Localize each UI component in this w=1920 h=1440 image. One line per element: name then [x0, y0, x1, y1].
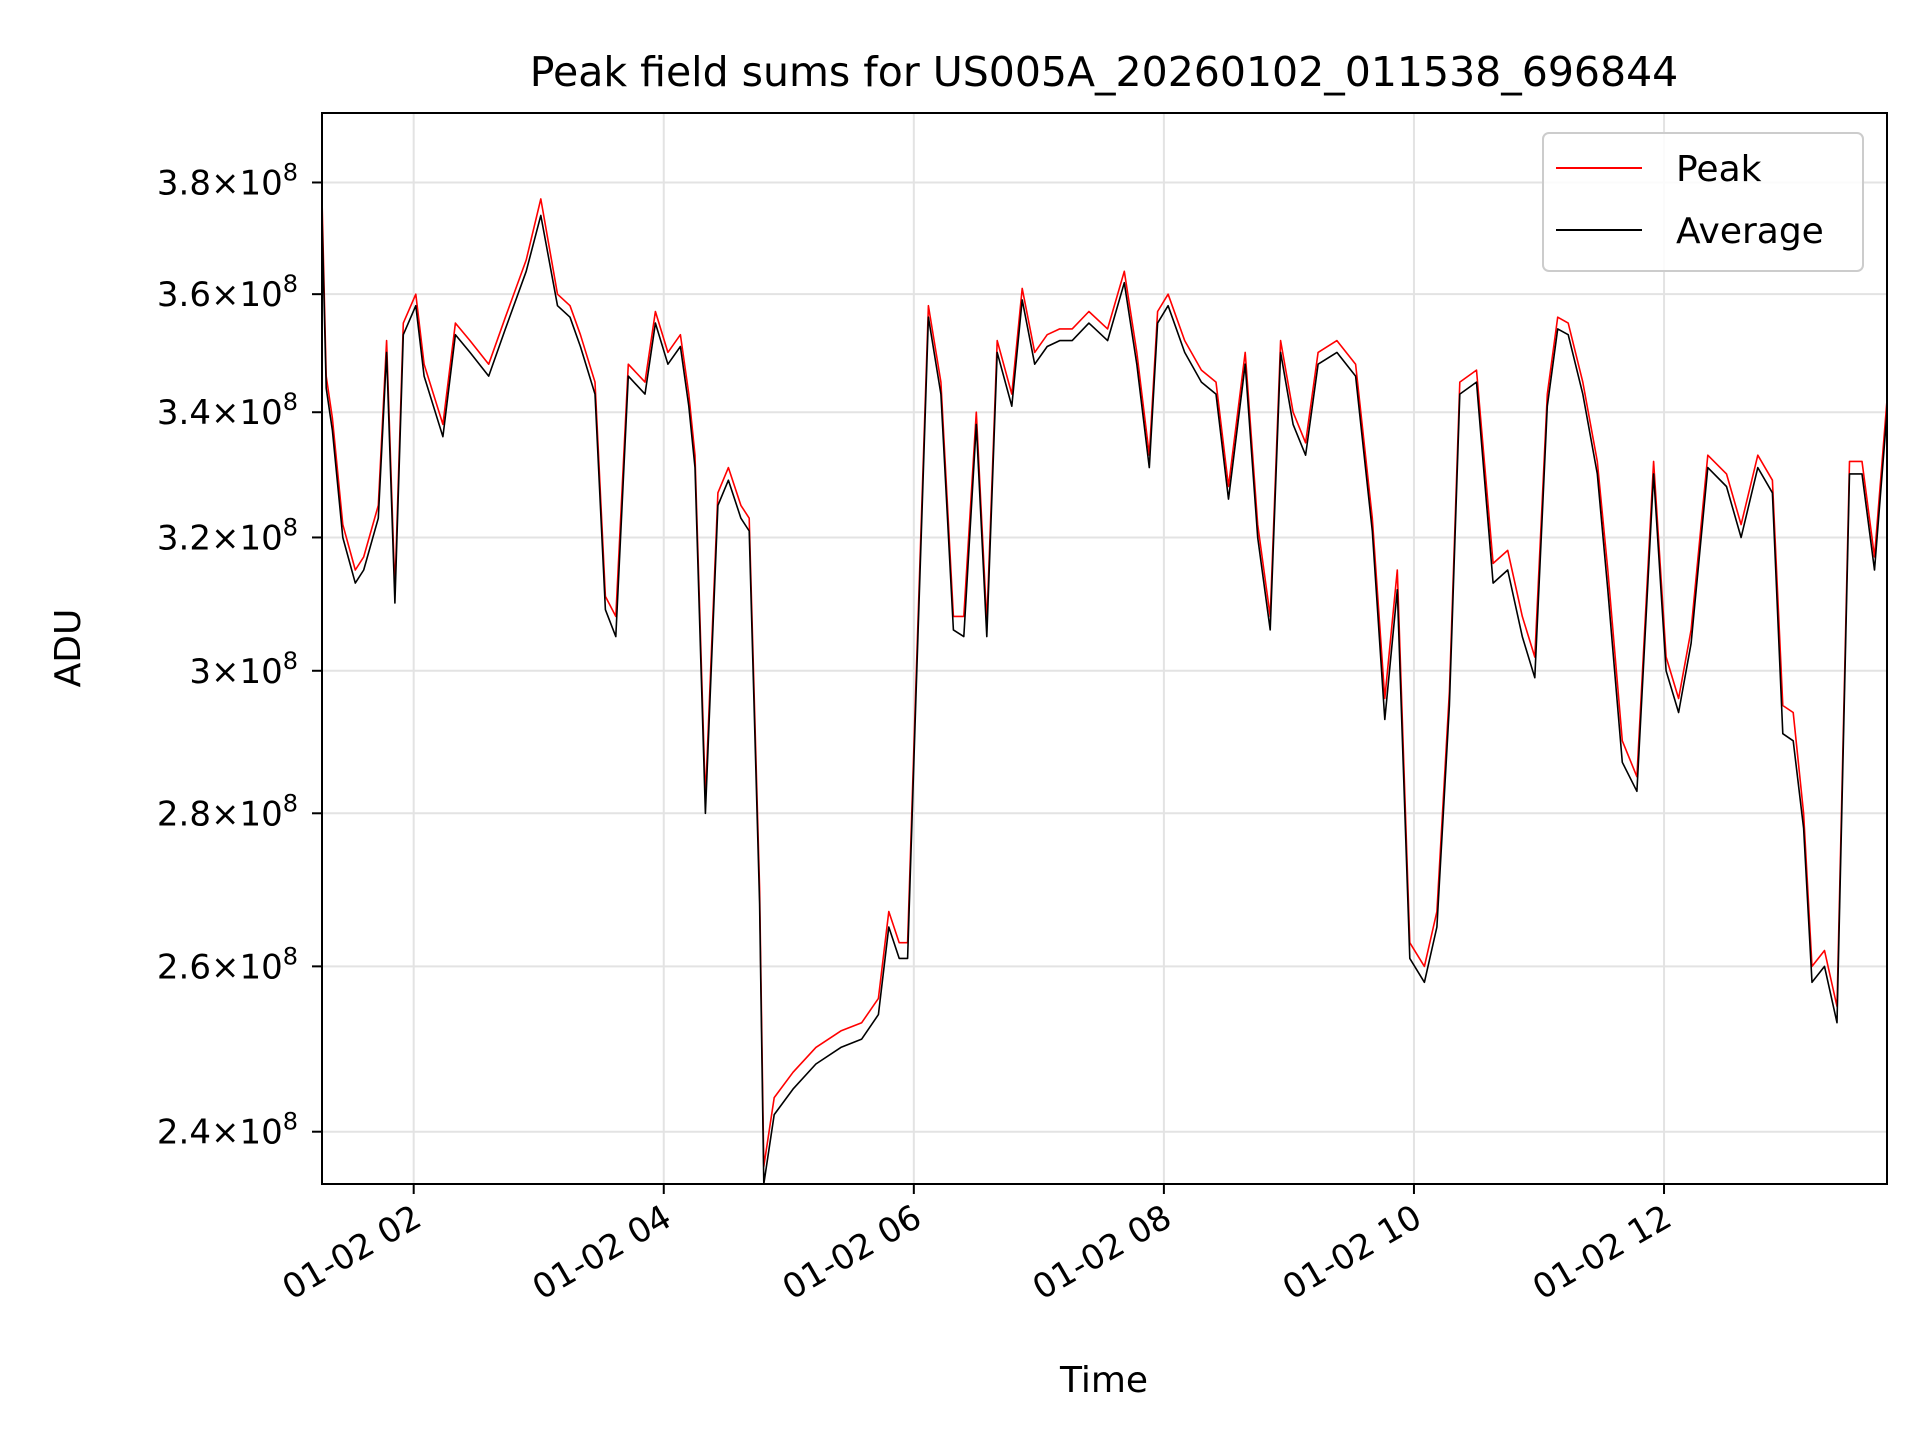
- legend: Peak Average: [1542, 132, 1864, 272]
- y-tick-exponent: 8: [283, 1108, 298, 1136]
- plot-background: [322, 113, 1887, 1184]
- y-tick-multiplier: ×10: [211, 163, 283, 203]
- y-tick-label: 3.6×108: [157, 270, 298, 315]
- y-tick-exponent: 8: [283, 270, 298, 298]
- y-tick-label: 2.4×108: [157, 1108, 298, 1153]
- data-series: [321, 198, 1888, 1185]
- y-tick-multiplier: ×10: [211, 393, 283, 433]
- y-tick-exponent: 8: [283, 158, 298, 186]
- plot-frame: [321, 112, 1888, 1185]
- y-tick-multiplier: ×10: [211, 794, 283, 834]
- y-tick-multiplier: ×10: [211, 275, 283, 315]
- y-tick-mantissa: 3.6: [157, 275, 211, 315]
- y-tick-label: 2.8×108: [157, 789, 298, 834]
- y-tick-exponent: 8: [283, 388, 298, 416]
- x-axis-label: Time: [1059, 1360, 1148, 1401]
- y-tick-label: 3.4×108: [157, 388, 298, 433]
- y-tick-mantissa: 2.8: [157, 794, 211, 834]
- y-tick-multiplier: ×10: [211, 947, 283, 987]
- y-tick-label: 3.8×108: [157, 158, 298, 203]
- plot-area: [321, 112, 1888, 1185]
- y-axis-label: ADU: [48, 609, 89, 688]
- y-tick-label: 3.2×108: [157, 513, 298, 558]
- y-tick-multiplier: ×10: [211, 1113, 283, 1153]
- y-tick-label: 2.6×108: [157, 942, 298, 987]
- y-tick-mantissa: 3.2: [157, 518, 211, 558]
- legend-label-average: Average: [1676, 211, 1824, 252]
- y-tick-multiplier: ×10: [211, 652, 283, 692]
- y-tick-label: 3×108: [189, 647, 298, 692]
- series-line-average: [321, 214, 1888, 1185]
- y-tick-mantissa: 2.4: [157, 1113, 211, 1153]
- y-axis-ticks: 2.4×1082.6×1082.8×1083×1083.2×1083.4×108…: [157, 158, 322, 1153]
- y-tick-exponent: 8: [283, 789, 298, 817]
- y-tick-mantissa: 3.4: [157, 393, 211, 433]
- grid-lines: [322, 113, 1887, 1184]
- y-tick-exponent: 8: [283, 513, 298, 541]
- y-tick-multiplier: ×10: [211, 518, 283, 558]
- chart-title: Peak field sums for US005A_20260102_0115…: [530, 48, 1679, 96]
- y-tick-exponent: 8: [283, 942, 298, 970]
- y-tick-mantissa: 3.8: [157, 163, 211, 203]
- y-tick-exponent: 8: [283, 647, 298, 675]
- y-tick-mantissa: 2.6: [157, 947, 211, 987]
- series-line-peak: [321, 198, 1888, 1168]
- legend-label-peak: Peak: [1676, 149, 1762, 190]
- y-tick-mantissa: 3: [189, 652, 211, 692]
